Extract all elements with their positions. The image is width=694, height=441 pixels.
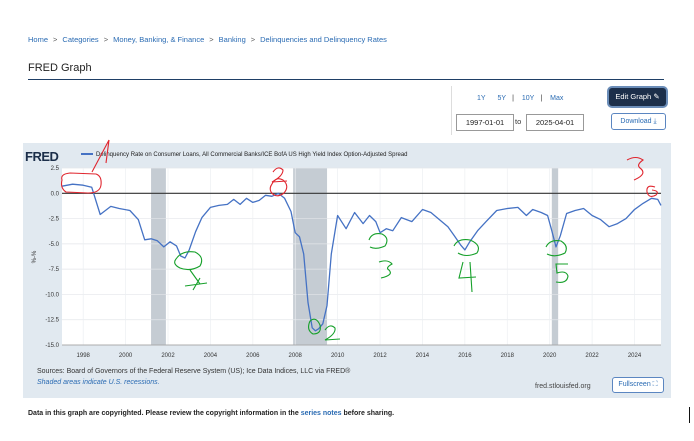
- breadcrumb-banking[interactable]: Banking: [218, 35, 246, 44]
- end-date-input[interactable]: 2025-04-01: [526, 114, 584, 131]
- x-tick-label: 2008: [289, 353, 303, 359]
- annotation-digit-6-red: [646, 185, 658, 198]
- annotation-digit-3-green: [378, 260, 393, 279]
- annotation-circle-3-green: [368, 233, 388, 249]
- annotation-circle-5-green: [545, 240, 567, 257]
- x-tick-label: 2022: [585, 353, 599, 359]
- y-tick-label: 0.0: [51, 191, 60, 197]
- range-10y-link[interactable]: 10Y: [521, 95, 535, 102]
- breadcrumb-separator: >: [209, 35, 214, 44]
- annotation-digit-1-red: [91, 139, 110, 173]
- breadcrumb-money-banking[interactable]: Money, Banking, & Finance: [113, 35, 205, 44]
- annotation-digit-5-green: [555, 263, 569, 283]
- range-max-link[interactable]: Max: [550, 95, 564, 102]
- annotation-digit-2-green: [324, 325, 341, 341]
- annotation-circle-2-red: [269, 178, 288, 197]
- download-button[interactable]: Download ⤓: [611, 113, 666, 130]
- breadcrumb: Home > Categories > Money, Banking, & Financ…: [28, 35, 387, 44]
- y-tick-label: -10.0: [45, 292, 59, 298]
- range-5y-link[interactable]: 5Y: [497, 95, 507, 102]
- download-icon: ⤓: [653, 118, 657, 125]
- fullscreen-label: Fullscreen: [618, 381, 651, 388]
- annotation-digit-3-red: [626, 156, 644, 181]
- fred-url[interactable]: fred.stlouisfed.org: [535, 383, 591, 390]
- copyright-notice: Data in this graph are copyrighted. Plea…: [28, 410, 394, 417]
- x-tick-label: 1998: [77, 353, 91, 359]
- range-divider: |: [540, 95, 543, 102]
- series-notes-link[interactable]: series notes: [300, 410, 342, 417]
- start-date-input[interactable]: 1997-01-01: [456, 114, 514, 131]
- recession-note: Shaded areas indicate U.S. recessions.: [37, 379, 160, 386]
- chart-legend: Delinquency Rate on Consumer Loans, All …: [81, 152, 408, 158]
- x-tick-label: 2020: [543, 353, 557, 359]
- fullscreen-button[interactable]: Fullscreen ⛶: [612, 377, 664, 393]
- breadcrumb-delinquencies[interactable]: Delinquencies and Delinquency Rates: [260, 35, 387, 44]
- fred-logo: FRED: [25, 149, 59, 164]
- x-tick-label: 2000: [119, 353, 133, 359]
- breadcrumb-separator: >: [103, 35, 109, 44]
- annotation-digit-2-red: [271, 167, 288, 183]
- range-1y-link[interactable]: 1Y: [477, 95, 486, 102]
- chart-sources: Sources: Board of Governors of the Feder…: [37, 368, 351, 375]
- x-tick-label: 2010: [331, 353, 345, 359]
- range-links: 1Y 5Y | 10Y | Max: [472, 95, 568, 102]
- annotation-digit-4-green: [458, 261, 477, 293]
- breadcrumb-separator: >: [53, 35, 58, 44]
- breadcrumb-categories[interactable]: Categories: [62, 35, 99, 44]
- y-tick-label: -15.0: [45, 343, 59, 349]
- breadcrumb-separator: >: [250, 35, 256, 44]
- y-tick-label: -7.5: [49, 267, 60, 273]
- download-label: Download: [620, 118, 652, 125]
- recession-band: [151, 168, 166, 345]
- breadcrumb-home[interactable]: Home: [28, 35, 49, 44]
- x-tick-label: 2014: [416, 353, 430, 359]
- legend-label: Delinquency Rate on Consumer Loans, All …: [96, 152, 408, 158]
- copyright-text: Data in this graph are copyrighted. Plea…: [28, 410, 299, 417]
- legend-line-swatch: [81, 153, 93, 156]
- date-range-selector: 1Y 5Y | 10Y | Max 1997-01-01 to 2025-04-01: [451, 86, 599, 135]
- y-tick-label: -2.5: [49, 217, 60, 223]
- x-tick-label: 2004: [204, 353, 218, 359]
- page-title: FRED Graph: [28, 62, 92, 74]
- edit-graph-label: Edit Graph: [615, 92, 652, 101]
- fullscreen-icon: ⛶: [652, 381, 658, 388]
- edit-graph-button[interactable]: Edit Graph ✎: [609, 88, 666, 106]
- edit-icon: ✎: [653, 92, 660, 101]
- annotation-circle-4-green: [453, 239, 479, 257]
- series-line: [61, 183, 662, 332]
- x-tick-label: 2012: [373, 353, 387, 359]
- x-tick-label: 2006: [246, 353, 260, 359]
- date-to-label: to: [515, 117, 522, 126]
- y-axis-label: %-%: [32, 250, 38, 263]
- recession-band: [551, 168, 559, 345]
- range-divider: |: [512, 95, 514, 102]
- annotation-circle-1-red: [60, 172, 102, 194]
- x-tick-label: 2024: [628, 353, 642, 359]
- text-cursor: [689, 407, 690, 423]
- x-tick-label: 2002: [161, 353, 175, 359]
- annotation-circle-1-green: [174, 251, 203, 271]
- copyright-text-end: before sharing.: [343, 410, 395, 417]
- annotation-circle-2-green: [307, 318, 321, 335]
- y-tick-label: -5.0: [49, 242, 60, 248]
- x-tick-label: 2018: [501, 353, 515, 359]
- annotation-digit-1-green: [184, 269, 208, 291]
- y-tick-label: -12.5: [45, 318, 59, 324]
- title-divider: [28, 79, 664, 80]
- x-tick-label: 2016: [458, 353, 472, 359]
- y-tick-label: 2.5: [51, 166, 60, 172]
